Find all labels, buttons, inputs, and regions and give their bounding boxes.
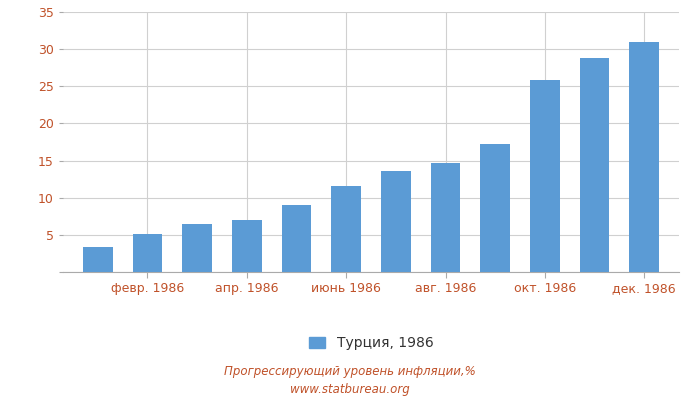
Bar (132, 234, 162, 272)
Bar (629, 42, 659, 272)
Text: www.statbureau.org: www.statbureau.org (290, 384, 410, 396)
Bar (182, 224, 212, 272)
Bar (232, 220, 262, 272)
Bar (530, 80, 560, 272)
Bar (580, 58, 610, 272)
Bar (480, 144, 510, 272)
Legend: Турция, 1986: Турция, 1986 (303, 331, 439, 356)
Bar (381, 171, 411, 272)
Text: Прогрессирующий уровень инфляции,%: Прогрессирующий уровень инфляции,% (224, 366, 476, 378)
Bar (83, 247, 113, 272)
Bar (281, 205, 312, 272)
Bar (331, 186, 361, 272)
Bar (430, 163, 461, 272)
